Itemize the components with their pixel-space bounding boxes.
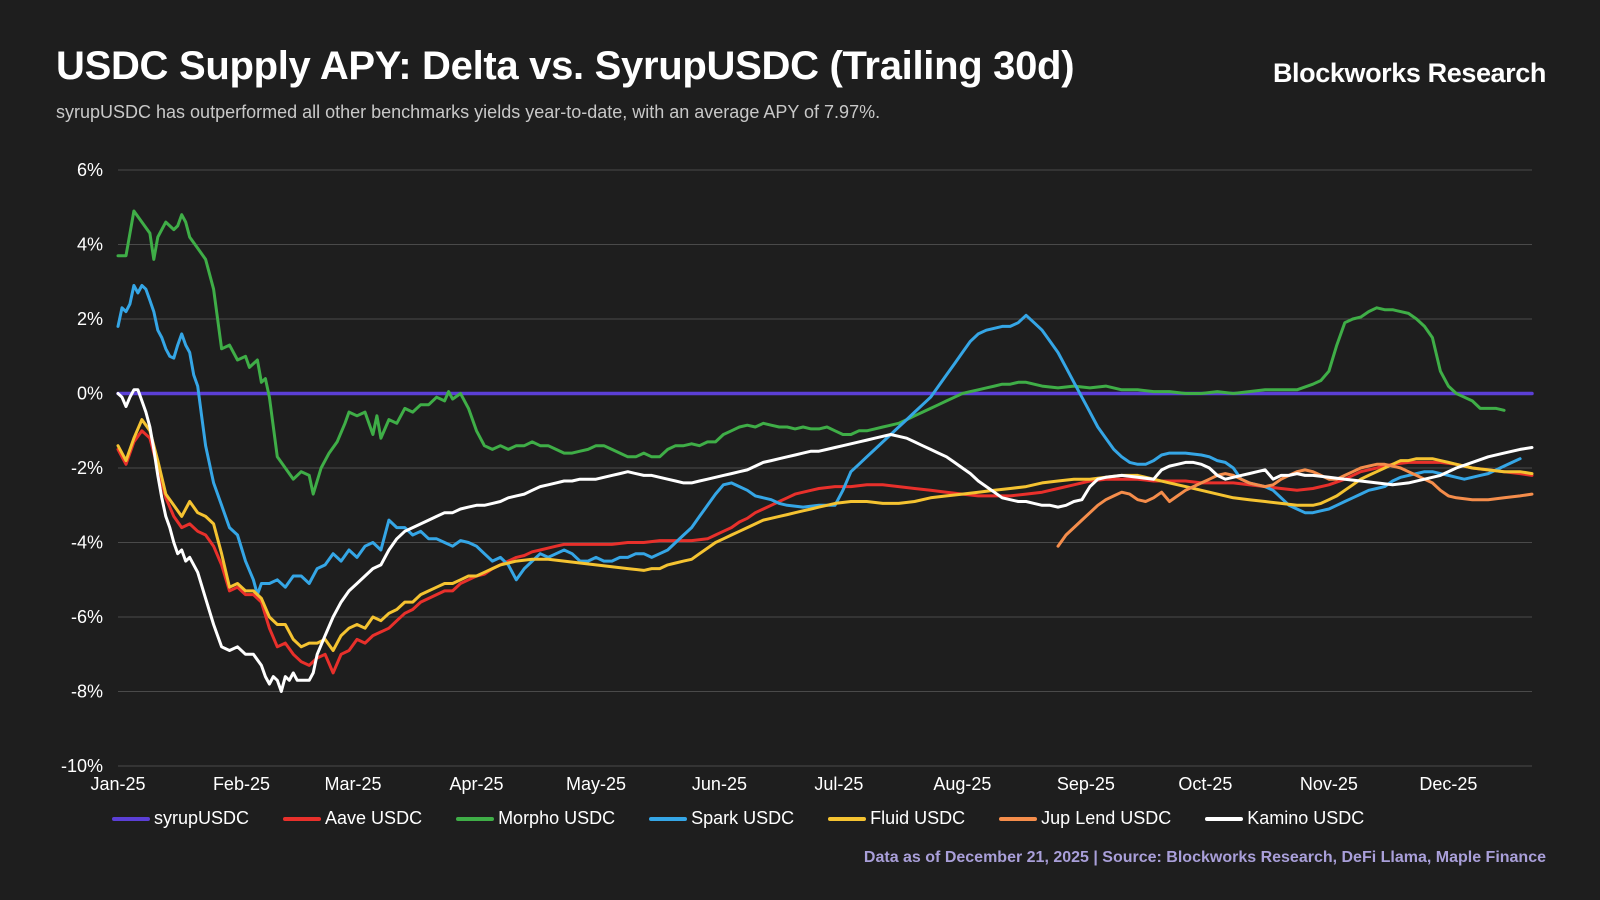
- x-tick-label: Jun-25: [692, 774, 747, 794]
- legend-swatch: [1205, 816, 1244, 821]
- legend-item-aave-usdc[interactable]: Aave USDC: [283, 808, 422, 829]
- chart-subtitle: syrupUSDC has outperformed all other ben…: [56, 102, 881, 122]
- y-tick-label: 0%: [77, 384, 103, 404]
- legend-item-jup-lend-usdc[interactable]: Jup Lend USDC: [999, 808, 1171, 829]
- x-tick-label: Jul-25: [814, 774, 863, 794]
- legend-swatch: [999, 816, 1038, 821]
- x-tick-label: May-25: [566, 774, 626, 794]
- legend-swatch: [649, 816, 688, 821]
- legend-swatch: [456, 816, 495, 821]
- y-tick-label: -8%: [71, 682, 103, 702]
- chart-legend: syrupUSDC Aave USDC Morpho USDC Spark USDC F…: [112, 808, 1398, 829]
- series-line-spark-usdc: [116, 284, 1522, 597]
- gridlines: [118, 169, 1532, 767]
- x-tick-label: Feb-25: [213, 774, 270, 794]
- legend-item-spark-usdc[interactable]: Spark USDC: [649, 808, 794, 829]
- series-line-morpho-usdc: [116, 209, 1506, 496]
- y-tick-label: -4%: [71, 533, 103, 553]
- legend-swatch: [828, 816, 867, 821]
- legend-label: Spark USDC: [691, 808, 795, 828]
- x-axis: Jan-25 Feb-25 Mar-25 Apr-25 May-25 Jun-25 Jul-…: [90, 774, 1477, 794]
- x-tick-label: Aug-25: [933, 774, 991, 794]
- y-tick-label: 4%: [77, 235, 103, 255]
- legend-label: Jup Lend USDC: [1041, 808, 1172, 828]
- x-tick-label: Nov-25: [1300, 774, 1358, 794]
- legend-item-kamino-usdc[interactable]: Kamino USDC: [1205, 808, 1364, 829]
- y-tick-label: -2%: [71, 458, 103, 478]
- y-axis: 6% 4% 2% 0% -2% -4% -6% -8% -10%: [61, 160, 103, 776]
- source-note: Data as of December 21, 2025 | Source: B…: [863, 849, 1546, 866]
- y-tick-label: 2%: [77, 309, 103, 329]
- legend-label: Kamino USDC: [1247, 808, 1365, 828]
- legend-label: Morpho USDC: [498, 808, 616, 828]
- series-lines: [116, 209, 1534, 693]
- x-tick-label: Mar-25: [324, 774, 381, 794]
- y-tick-label: 6%: [77, 160, 103, 180]
- x-tick-label: Apr-25: [449, 774, 503, 794]
- legend-item-syrupusdc[interactable]: syrupUSDC: [112, 808, 249, 829]
- legend-item-fluid-usdc[interactable]: Fluid USDC: [828, 808, 965, 829]
- series-line-kamino-usdc: [116, 388, 1534, 693]
- x-tick-label: Oct-25: [1178, 774, 1232, 794]
- legend-label: Aave USDC: [325, 808, 423, 828]
- x-tick-label: Jan-25: [90, 774, 145, 794]
- brand-logo-text: Blockworks Research: [1272, 58, 1546, 88]
- y-tick-label: -10%: [61, 756, 103, 776]
- legend-swatch: [112, 816, 150, 821]
- series-line-aave-usdc: [116, 429, 1534, 675]
- legend-label: syrupUSDC: [154, 808, 250, 828]
- series-line-fluid-usdc: [116, 418, 1534, 652]
- legend-label: Fluid USDC: [870, 808, 966, 828]
- y-tick-label: -6%: [71, 607, 103, 627]
- x-tick-label: Dec-25: [1419, 774, 1477, 794]
- chart-title: USDC Supply APY: Delta vs. SyrupUSDC (Tr…: [56, 44, 1075, 88]
- legend-swatch: [283, 816, 322, 821]
- x-tick-label: Sep-25: [1057, 774, 1115, 794]
- legend-item-morpho-usdc[interactable]: Morpho USDC: [456, 808, 615, 829]
